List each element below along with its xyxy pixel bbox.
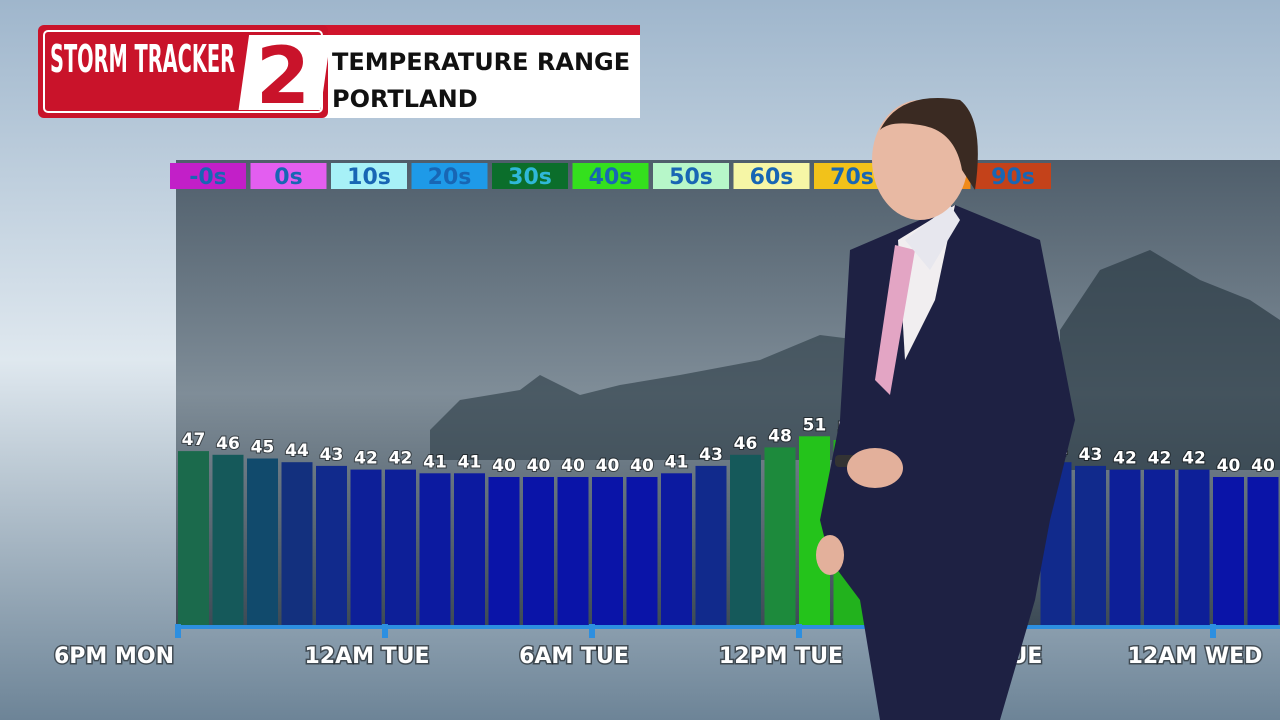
bar bbox=[523, 477, 554, 625]
value-label: 41 bbox=[423, 452, 447, 472]
bar bbox=[1075, 465, 1106, 625]
legend-label: 70s bbox=[830, 165, 874, 190]
value-label: 40 bbox=[561, 456, 585, 476]
bar bbox=[178, 451, 209, 625]
bar bbox=[488, 477, 520, 625]
legend-swatch bbox=[170, 163, 246, 189]
legend-swatch bbox=[733, 163, 810, 189]
value-label: 45 bbox=[251, 438, 275, 458]
value-label: 40 bbox=[630, 456, 654, 476]
presenter bbox=[816, 98, 1075, 720]
bar bbox=[695, 465, 727, 625]
legend-swatch bbox=[572, 163, 649, 189]
legend-swatch bbox=[331, 163, 407, 189]
legend-swatch bbox=[250, 163, 327, 189]
x-tick-label: 12AM TUE bbox=[304, 644, 429, 669]
bar bbox=[1144, 469, 1175, 625]
bar-group: 4746454443424241414040404040414346485150… bbox=[178, 414, 1279, 625]
x-tick-label: 6PM MON bbox=[54, 644, 174, 669]
legend-label: 20s bbox=[428, 165, 472, 190]
value-label: 42 bbox=[1182, 449, 1206, 469]
x-tick bbox=[175, 624, 181, 638]
value-label: 46 bbox=[216, 434, 240, 454]
value-label: 40 bbox=[1251, 456, 1275, 476]
legend-label: 90s bbox=[991, 165, 1035, 190]
value-label: 40 bbox=[596, 456, 620, 476]
bar bbox=[1213, 477, 1244, 625]
brand: STORM TRACKER bbox=[50, 37, 235, 81]
x-tick-label: 12AM WED bbox=[1128, 644, 1263, 669]
x-tick bbox=[589, 624, 595, 638]
x-tick-label: 12PM TUE bbox=[719, 644, 843, 669]
bar bbox=[626, 477, 658, 625]
legend-swatch bbox=[411, 163, 488, 189]
title: TEMPERATURE RANGE bbox=[332, 48, 630, 76]
bar bbox=[385, 469, 416, 625]
bar bbox=[419, 473, 451, 625]
value-label: 43 bbox=[699, 445, 723, 465]
header: STORM TRACKER 2 TEMPERATURE RANGE PORTLA… bbox=[38, 25, 640, 122]
value-label: 43 bbox=[320, 445, 344, 465]
legend: -0s0s10s20s30s40s50s60s70s80s90s bbox=[170, 163, 1051, 190]
bar bbox=[764, 447, 796, 625]
trees bbox=[1060, 250, 1280, 470]
bar bbox=[281, 462, 313, 625]
bar bbox=[1178, 469, 1210, 625]
legend-label: 60s bbox=[750, 165, 794, 190]
value-label: 48 bbox=[768, 426, 792, 446]
value-label: 42 bbox=[1148, 449, 1172, 469]
value-label: 41 bbox=[458, 452, 482, 472]
x-tick bbox=[796, 624, 802, 638]
bar bbox=[730, 454, 761, 625]
trees bbox=[430, 335, 860, 460]
x-tick-label: 6AM TUE bbox=[519, 644, 629, 669]
value-label: 40 bbox=[527, 456, 551, 476]
value-label: 51 bbox=[803, 415, 827, 435]
bar bbox=[592, 477, 623, 625]
legend-swatch bbox=[653, 163, 729, 189]
value-label: 41 bbox=[665, 452, 689, 472]
value-label: 40 bbox=[492, 456, 516, 476]
brand-number: 2 bbox=[256, 32, 310, 122]
legend-label: -0s bbox=[189, 165, 227, 190]
bar bbox=[350, 469, 382, 625]
legend-label: 50s bbox=[669, 165, 713, 190]
bar bbox=[212, 454, 244, 625]
value-label: 42 bbox=[389, 449, 413, 469]
bar bbox=[661, 473, 692, 625]
bar bbox=[1247, 477, 1279, 625]
legend-label: 40s bbox=[589, 165, 633, 190]
legend-label: 10s bbox=[347, 165, 391, 190]
bar bbox=[557, 477, 589, 625]
value-label: 46 bbox=[734, 434, 758, 454]
value-label: 42 bbox=[354, 449, 378, 469]
x-tick bbox=[382, 624, 388, 638]
x-tick bbox=[1210, 624, 1216, 638]
legend-label: 30s bbox=[508, 165, 552, 190]
legend-label: 0s bbox=[274, 165, 302, 190]
bar bbox=[247, 458, 278, 625]
value-label: 44 bbox=[285, 441, 309, 461]
x-axis bbox=[176, 625, 1280, 629]
legend-swatch bbox=[975, 163, 1051, 189]
subtitle: PORTLAND bbox=[332, 85, 478, 113]
value-label: 40 bbox=[1217, 456, 1241, 476]
bar bbox=[1109, 469, 1141, 625]
bar bbox=[316, 465, 347, 625]
legend-swatch bbox=[492, 163, 568, 189]
value-label: 43 bbox=[1079, 445, 1103, 465]
value-label: 47 bbox=[182, 430, 206, 450]
bar bbox=[454, 473, 485, 625]
value-label: 42 bbox=[1113, 449, 1137, 469]
